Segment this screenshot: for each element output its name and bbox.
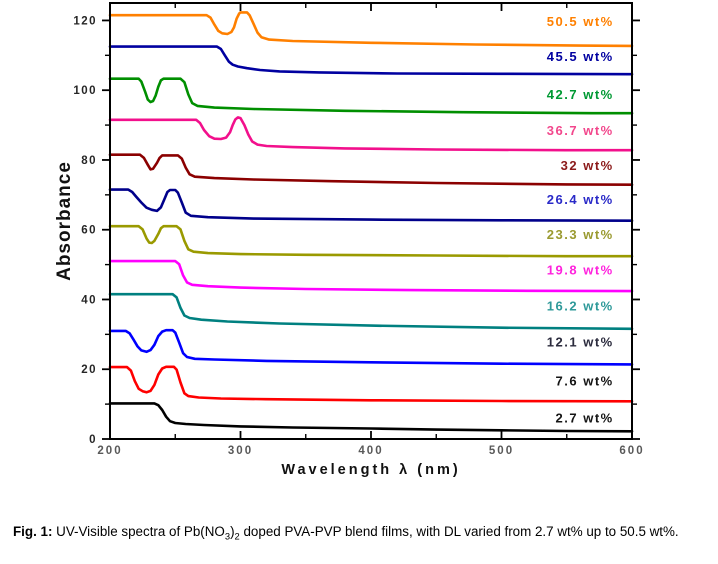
series-label-36.7-wt-: 36.7 wt%: [547, 123, 614, 138]
series-line-7.6-wt-: [108, 365, 634, 403]
series-line-23.3-wt-: [108, 224, 634, 258]
series-layer: [108, 11, 634, 433]
series-line-42.7-wt-: [108, 77, 634, 115]
y-tick-label: 80: [81, 155, 97, 167]
series-line-19.8-wt-: [108, 259, 634, 293]
caption-subscript: 2: [234, 531, 240, 542]
y-tick-label: 100: [73, 85, 97, 97]
x-tick-label: 200: [97, 445, 122, 457]
series-label-12.1-wt-: 12.1 wt%: [547, 335, 614, 350]
x-tick-label: 500: [489, 445, 514, 457]
series-label-50.5-wt-: 50.5 wt%: [547, 14, 614, 29]
series-label-16.2-wt-: 16.2 wt%: [547, 298, 614, 313]
series-line-2.7-wt-: [108, 402, 634, 433]
figure-caption-number: Fig. 1:: [13, 524, 53, 539]
y-tick-label: 40: [81, 294, 97, 306]
spectra-chart: 200 300 400 500 600 0 20 40 60 80 100 120 50.5 wt% 4…: [54, 2, 644, 478]
caption-segment: doped PVA-PVP blend films, with DL varie…: [239, 524, 679, 539]
series-line-50.5-wt-: [108, 11, 634, 48]
x-tick-label: 600: [619, 445, 644, 457]
series-label-2.7-wt-: 2.7 wt%: [556, 411, 614, 426]
series-label-layer: 50.5 wt% 45.5 wt% 42.7 wt% 36.7 wt% 32 wt% 26…: [547, 14, 614, 426]
series-line-36.7-wt-: [108, 116, 634, 152]
series-label-42.7-wt-: 42.7 wt%: [547, 87, 614, 102]
series-label-26.4-wt-: 26.4 wt%: [547, 192, 614, 207]
caption-subscript: 3: [224, 531, 231, 542]
series-label-32-wt-: 32 wt%: [561, 158, 614, 173]
y-tick-label: 120: [73, 15, 97, 27]
figure-caption-text: UV-Visible spectra of Pb(NO3)2 doped PVA…: [52, 524, 679, 542]
y-axis-title: Absorbance: [54, 161, 75, 281]
figure-caption: Fig. 1: UV-Visible spectra of Pb(NO3)2 d…: [13, 524, 712, 541]
series-line-16.2-wt-: [108, 292, 634, 331]
x-axis-title: Wavelength λ (nm): [281, 462, 460, 478]
series-line-26.4-wt-: [108, 188, 634, 222]
series-line-32-wt-: [108, 153, 634, 186]
x-tick-label: 400: [358, 445, 383, 457]
plot-frame: [109, 2, 633, 440]
series-label-19.8-wt-: 19.8 wt%: [547, 262, 614, 277]
caption-segment: ): [230, 524, 235, 539]
series-label-23.3-wt-: 23.3 wt%: [547, 227, 614, 242]
caption-segment: UV-Visible spectra of Pb(NO: [52, 524, 225, 539]
x-tick-label: 300: [228, 445, 253, 457]
series-line-12.1-wt-: [108, 328, 634, 366]
y-tick-label: 0: [89, 434, 97, 446]
y-tick-label: 20: [81, 364, 97, 376]
series-label-7.6-wt-: 7.6 wt%: [556, 373, 614, 388]
tick-layer: 200 300 400 500 600 0 20 40 60 80 100 120: [73, 3, 644, 457]
y-tick-label: 60: [81, 225, 97, 237]
series-line-45.5-wt-: [108, 45, 634, 76]
series-label-45.5-wt-: 45.5 wt%: [547, 49, 614, 64]
